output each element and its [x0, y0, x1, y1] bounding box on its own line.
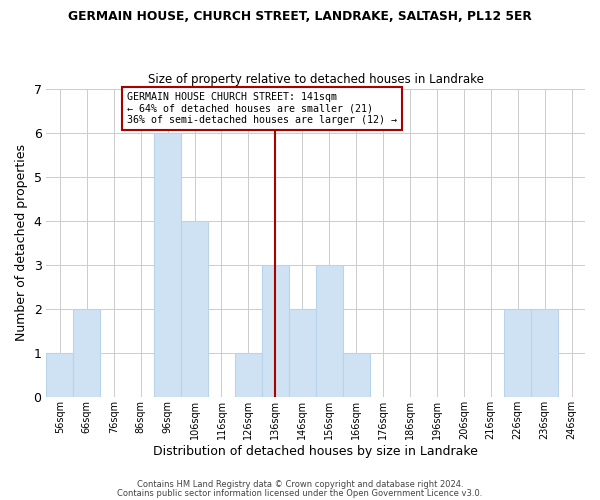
Text: Contains HM Land Registry data © Crown copyright and database right 2024.: Contains HM Land Registry data © Crown c… — [137, 480, 463, 489]
Bar — [262, 264, 289, 397]
Text: GERMAIN HOUSE, CHURCH STREET, LANDRAKE, SALTASH, PL12 5ER: GERMAIN HOUSE, CHURCH STREET, LANDRAKE, … — [68, 10, 532, 23]
Bar — [343, 353, 370, 397]
X-axis label: Distribution of detached houses by size in Landrake: Distribution of detached houses by size … — [153, 444, 478, 458]
Bar — [531, 308, 558, 397]
Bar — [504, 308, 531, 397]
Title: Size of property relative to detached houses in Landrake: Size of property relative to detached ho… — [148, 73, 484, 86]
Y-axis label: Number of detached properties: Number of detached properties — [15, 144, 28, 341]
Bar — [289, 308, 316, 397]
Bar — [235, 353, 262, 397]
Bar — [154, 132, 181, 397]
Text: GERMAIN HOUSE CHURCH STREET: 141sqm
← 64% of detached houses are smaller (21)
36: GERMAIN HOUSE CHURCH STREET: 141sqm ← 64… — [127, 92, 397, 126]
Bar — [73, 308, 100, 397]
Text: Contains public sector information licensed under the Open Government Licence v3: Contains public sector information licen… — [118, 488, 482, 498]
Bar — [46, 353, 73, 397]
Bar — [316, 264, 343, 397]
Bar — [181, 220, 208, 397]
